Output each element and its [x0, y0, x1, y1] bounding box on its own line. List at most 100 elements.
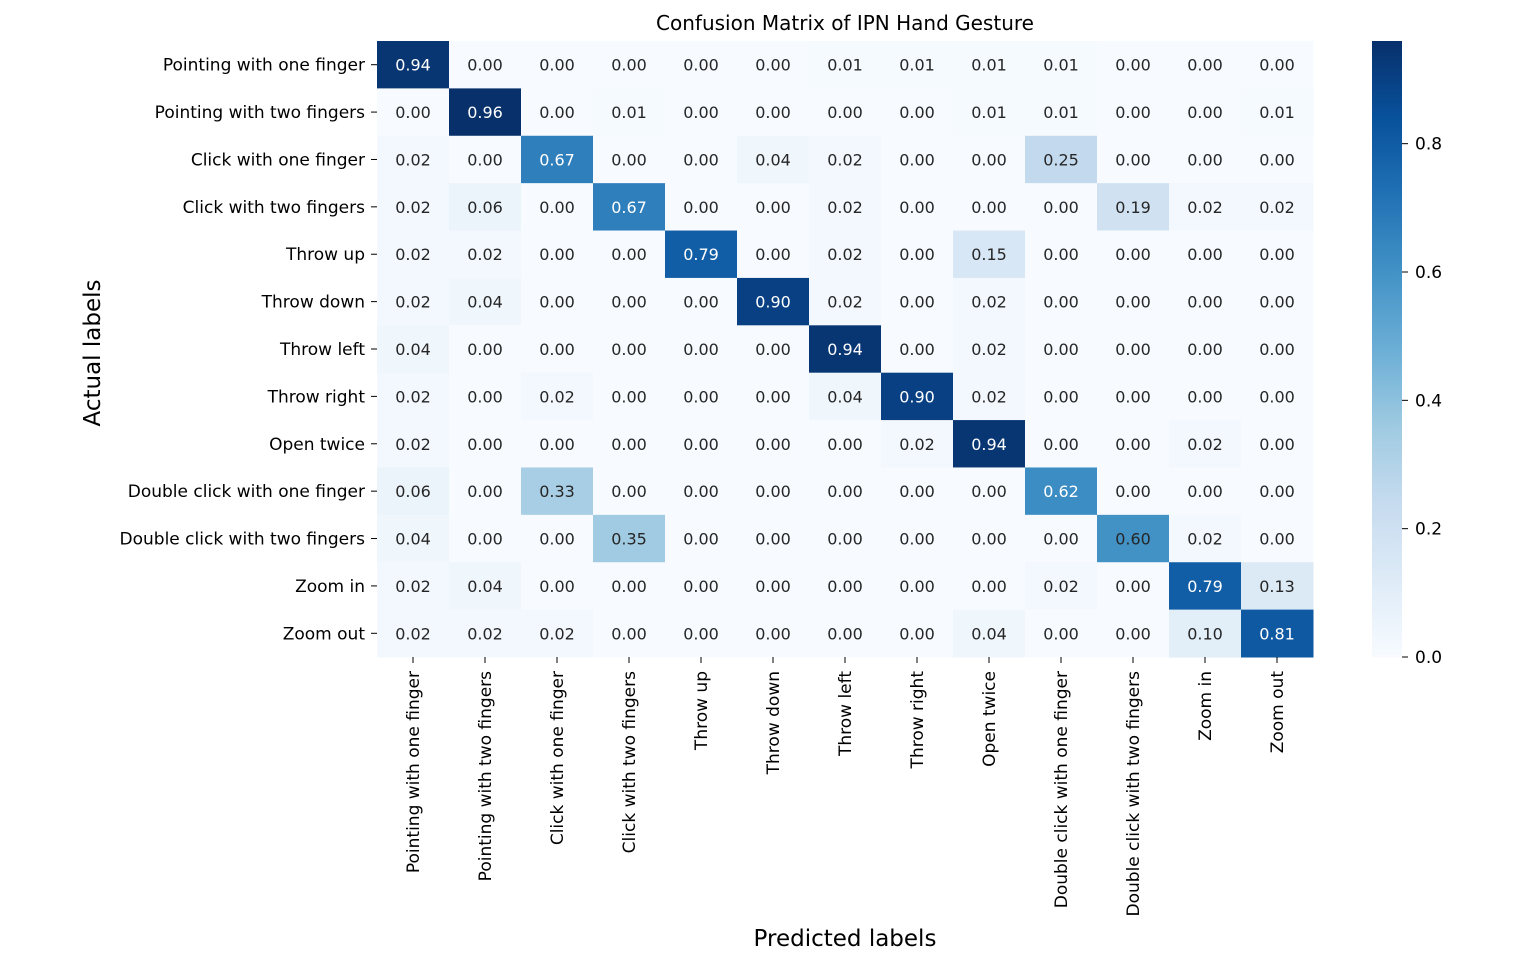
heatmap-cell	[1241, 277, 1314, 326]
cell-value-label: 0.04	[755, 150, 791, 169]
heatmap-cell	[809, 183, 882, 232]
cell-value-label: 0.00	[755, 482, 791, 501]
heatmap-cell	[665, 562, 738, 611]
heatmap-cell	[737, 183, 810, 232]
heatmap-cell	[1169, 88, 1242, 137]
heatmap-cell	[881, 609, 954, 658]
cell-value-label: 0.00	[539, 435, 575, 454]
cell-value-label: 0.00	[827, 577, 863, 596]
x-tick-label: Double click with one finger	[1052, 671, 1072, 908]
heatmap-cell	[953, 88, 1026, 137]
cell-value-label: 0.00	[1187, 150, 1223, 169]
heatmap-cell	[737, 562, 810, 611]
heatmap-cell	[809, 88, 882, 137]
cell-value-label: 0.00	[827, 103, 863, 122]
cell-value-label: 0.02	[899, 435, 935, 454]
y-tick-label: Throw up	[285, 245, 365, 265]
cell-value-label: 0.02	[1259, 198, 1295, 217]
cell-value-label: 0.00	[539, 245, 575, 264]
cell-value-label: 0.00	[1187, 56, 1223, 75]
cell-value-label: 0.00	[467, 340, 503, 359]
cell-value-label: 0.00	[899, 150, 935, 169]
cell-value-label: 0.81	[1259, 624, 1295, 643]
y-tick-label: Throw left	[279, 340, 365, 360]
cell-value-label: 0.02	[395, 150, 431, 169]
cell-value-label: 0.00	[611, 56, 647, 75]
heatmap-cell	[881, 372, 954, 421]
cell-value-label: 0.00	[755, 624, 791, 643]
cell-value-label: 0.02	[827, 245, 863, 264]
heatmap-cell	[1241, 88, 1314, 137]
heatmap-cell	[1241, 135, 1314, 184]
colorbar-tick-label: 0.6	[1415, 263, 1442, 283]
heatmap-cell	[449, 325, 522, 374]
heatmap-cell	[665, 135, 738, 184]
heatmap-cell	[881, 88, 954, 137]
heatmap-cell	[737, 325, 810, 374]
heatmap-cell	[1025, 41, 1098, 89]
cell-value-label: 0.01	[899, 56, 935, 75]
heatmap-cell	[665, 514, 738, 563]
heatmap-cell	[521, 135, 594, 184]
cell-value-label: 0.04	[971, 624, 1007, 643]
cell-value-label: 0.79	[683, 245, 719, 264]
heatmap-cell	[449, 88, 522, 137]
cell-value-label: 0.00	[539, 340, 575, 359]
heatmap-cell	[1097, 230, 1170, 279]
cell-value-label: 0.02	[1187, 435, 1223, 454]
cell-value-label: 0.15	[971, 245, 1007, 264]
cell-value-label: 0.00	[899, 340, 935, 359]
heatmap-cell	[737, 514, 810, 563]
cell-value-label: 0.00	[683, 530, 719, 549]
heatmap-cell	[1241, 230, 1314, 279]
cell-value-label: 0.00	[539, 293, 575, 312]
heatmap-cell	[377, 562, 450, 611]
heatmap-cell	[449, 135, 522, 184]
heatmap-cell	[1169, 230, 1242, 279]
heatmap-cell	[953, 277, 1026, 326]
cell-value-label: 0.01	[1259, 103, 1295, 122]
cell-value-label: 0.00	[971, 198, 1007, 217]
colorbar	[1372, 41, 1402, 657]
heatmap-cell	[809, 277, 882, 326]
heatmap-cell	[665, 230, 738, 279]
cell-value-label: 0.00	[539, 198, 575, 217]
cell-value-label: 0.00	[1043, 530, 1079, 549]
cell-value-label: 0.94	[395, 56, 431, 75]
heatmap-cell	[953, 372, 1026, 421]
heatmap-cell	[1025, 135, 1098, 184]
y-axis-ticks: Pointing with one finger Pointing with tw…	[120, 56, 377, 644]
cell-value-label: 0.02	[539, 624, 575, 643]
cell-value-label: 0.00	[611, 150, 647, 169]
cell-value-label: 0.00	[899, 293, 935, 312]
cell-value-label: 0.00	[1259, 293, 1295, 312]
cell-value-labels: 0.94 0.00 0.00 0.00 0.00 0.00 0.01 0.01 0.01 0.01…	[395, 56, 1295, 644]
heatmap-cell	[809, 135, 882, 184]
heatmap-cell	[1169, 609, 1242, 658]
heatmap-cell	[1169, 562, 1242, 611]
y-tick-label: Zoom out	[283, 624, 366, 644]
heatmap-cell	[593, 562, 666, 611]
cell-value-label: 0.06	[467, 198, 503, 217]
heatmap-cell	[1097, 420, 1170, 468]
cell-value-label: 0.25	[1043, 150, 1079, 169]
cell-value-label: 0.02	[971, 340, 1007, 359]
heatmap-cell	[665, 325, 738, 374]
heatmap-cell	[449, 230, 522, 279]
heatmap-cell	[521, 183, 594, 232]
heatmap-cell	[593, 325, 666, 374]
heatmap-cell	[665, 467, 738, 516]
cell-value-label: 0.00	[395, 103, 431, 122]
cell-value-label: 0.00	[1259, 435, 1295, 454]
heatmap-cell	[377, 277, 450, 326]
heatmap-cell	[521, 562, 594, 611]
cell-value-label: 0.79	[1187, 577, 1223, 596]
x-tick-label: Throw left	[836, 671, 856, 757]
heatmap-cell	[521, 277, 594, 326]
cell-value-label: 0.90	[899, 387, 935, 406]
cell-value-label: 0.02	[971, 293, 1007, 312]
cell-value-label: 0.00	[683, 198, 719, 217]
colorbar-ticks: 0.0 0.2 0.4 0.6 0.8	[1402, 135, 1442, 668]
heatmap-cell	[881, 420, 954, 468]
heatmap-cell	[521, 609, 594, 658]
